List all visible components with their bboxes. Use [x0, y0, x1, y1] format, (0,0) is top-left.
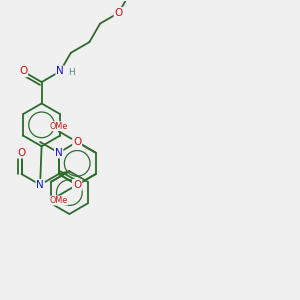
Text: O: O: [115, 8, 123, 18]
Text: N: N: [55, 148, 62, 158]
Text: O: O: [17, 148, 26, 158]
Text: O: O: [19, 66, 27, 76]
Text: N: N: [36, 180, 44, 190]
Text: O: O: [73, 137, 81, 147]
Text: O: O: [73, 180, 81, 190]
Text: H: H: [68, 68, 75, 77]
Text: OMe: OMe: [50, 196, 68, 205]
Text: N: N: [56, 66, 64, 76]
Text: O: O: [73, 180, 81, 190]
Text: OMe: OMe: [50, 122, 68, 131]
